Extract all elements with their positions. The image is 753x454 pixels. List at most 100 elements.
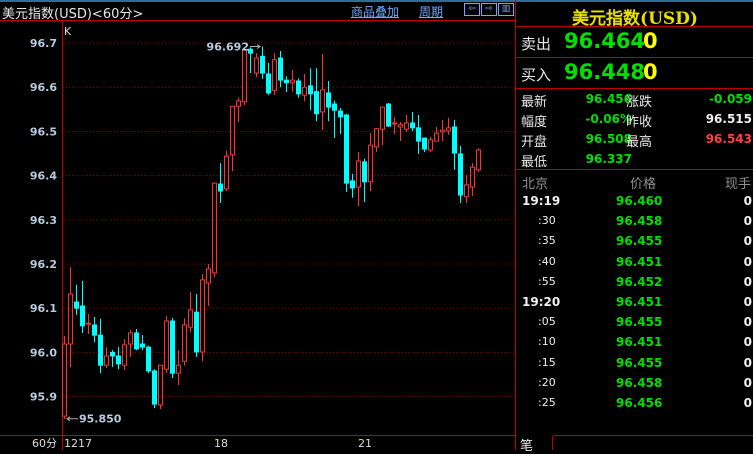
candle-up xyxy=(464,184,469,198)
panel-toggle-icon[interactable]: ▥ xyxy=(498,3,514,16)
tick-time: :40 xyxy=(538,254,556,268)
candle-up xyxy=(368,144,373,183)
candle-up xyxy=(206,268,211,284)
buy-volume: 0 xyxy=(643,60,658,84)
candle-down xyxy=(422,137,427,150)
tick-time: :30 xyxy=(538,214,556,228)
tick-volume: 0 xyxy=(743,234,752,249)
stat-value: 96.543 xyxy=(705,132,752,146)
x-tick-label: 1217 xyxy=(64,437,92,450)
candle-up xyxy=(302,86,307,96)
candle-up xyxy=(158,364,163,406)
candle-down xyxy=(362,161,367,183)
tick-volume: 0 xyxy=(743,214,752,229)
candle-down xyxy=(194,311,199,353)
candle-down xyxy=(152,370,157,405)
tick-time: :15 xyxy=(538,355,556,369)
candle-up xyxy=(434,132,439,142)
tick-time: 19:19 xyxy=(522,194,561,208)
candle-up xyxy=(230,105,235,156)
candle-up xyxy=(290,79,295,84)
tick-row: :40 96.451 0 xyxy=(516,255,753,274)
candle-down xyxy=(338,110,343,118)
candle-up xyxy=(440,129,445,133)
candle-down xyxy=(74,301,79,309)
stat-label: 昨收 xyxy=(626,115,653,130)
tick-price: 96.455 xyxy=(616,234,663,249)
candle-down xyxy=(410,122,415,129)
tick-time: :10 xyxy=(538,335,556,349)
candle-up xyxy=(242,49,247,103)
candle-up xyxy=(272,59,277,91)
chart-type-label: K xyxy=(64,25,72,38)
arrow-left-icon[interactable]: ⇦ xyxy=(464,3,480,16)
sell-price: 96.464 xyxy=(564,29,646,53)
tick-price: 96.455 xyxy=(616,315,663,330)
candle-down xyxy=(140,343,145,348)
candle-up xyxy=(212,182,217,274)
tick-volume: 0 xyxy=(743,375,752,390)
y-tick-label: 96.3 xyxy=(30,214,57,227)
candle-down xyxy=(326,92,331,108)
low-annotation: 95.850 xyxy=(79,413,122,426)
candle-down xyxy=(218,183,223,192)
candle-up xyxy=(404,122,409,130)
candle-up xyxy=(200,279,205,353)
tick-row: :20 96.458 0 xyxy=(516,376,753,395)
tab-trades[interactable]: 笔 xyxy=(520,439,534,454)
arrow-right-icon[interactable]: ⇨ xyxy=(481,3,497,16)
candle-down xyxy=(344,114,349,184)
candle-up xyxy=(182,324,187,362)
candle-down xyxy=(248,48,253,54)
period-link[interactable]: 周期 xyxy=(419,5,444,19)
overlay-link[interactable]: 商品叠加 xyxy=(351,5,400,19)
tick-price: 96.456 xyxy=(616,396,663,410)
candle-down xyxy=(278,57,283,81)
arrow-icon xyxy=(66,416,78,422)
candle-down xyxy=(308,85,313,95)
tick-price: 96.451 xyxy=(616,295,663,309)
stat-value: -0.059 xyxy=(709,92,752,106)
candle-up xyxy=(380,106,385,130)
tick-row: :55 96.452 0 xyxy=(516,275,753,294)
candle-down xyxy=(332,103,337,111)
tick-price: 96.458 xyxy=(616,375,663,390)
candle-down xyxy=(296,80,301,95)
tick-volume: 0 xyxy=(743,254,752,269)
tick-time: :55 xyxy=(538,274,556,288)
x-tick-label: 18 xyxy=(214,437,228,450)
candle-down xyxy=(146,346,151,372)
y-tick-label: 96.6 xyxy=(30,81,57,94)
tick-row: :30 96.458 0 xyxy=(516,214,753,233)
y-tick-label: 95.9 xyxy=(30,391,57,404)
candle-up xyxy=(86,322,91,325)
high-annotation: 96.692 xyxy=(207,41,249,54)
candle-up xyxy=(62,343,67,417)
candle-down xyxy=(98,334,103,366)
candle-down xyxy=(92,324,97,336)
tick-price: 96.451 xyxy=(616,335,663,350)
candle-up xyxy=(476,149,481,171)
candle-down xyxy=(458,153,463,196)
quote-panel: 美元指数(USD) 卖出 96.464 0 买入 96.448 0 最新 96.4… xyxy=(515,0,753,454)
tick-price: 96.458 xyxy=(616,214,663,229)
buy-label: 买入 xyxy=(521,66,552,84)
stat-label: 最低 xyxy=(521,155,548,170)
candle-up xyxy=(224,155,229,190)
sell-label: 卖出 xyxy=(521,35,552,53)
arrow-icon xyxy=(250,44,261,49)
stat-label: 幅度 xyxy=(521,115,548,130)
candle-up xyxy=(104,355,109,366)
y-tick-label: 96.7 xyxy=(30,37,57,50)
candle-down xyxy=(266,73,271,94)
tick-time: :20 xyxy=(538,375,556,389)
chart-title: 美元指数(USD)<60分> xyxy=(2,7,144,22)
tick-volume: 0 xyxy=(743,396,752,410)
tick-row: :15 96.455 0 xyxy=(516,356,753,375)
stat-value: 96.515 xyxy=(705,112,752,126)
candle-down xyxy=(350,180,355,189)
candle-up xyxy=(176,364,181,374)
stat-value: 96.456 xyxy=(585,92,632,106)
candle-up xyxy=(398,124,403,128)
stat-value: 96.508 xyxy=(585,132,632,146)
